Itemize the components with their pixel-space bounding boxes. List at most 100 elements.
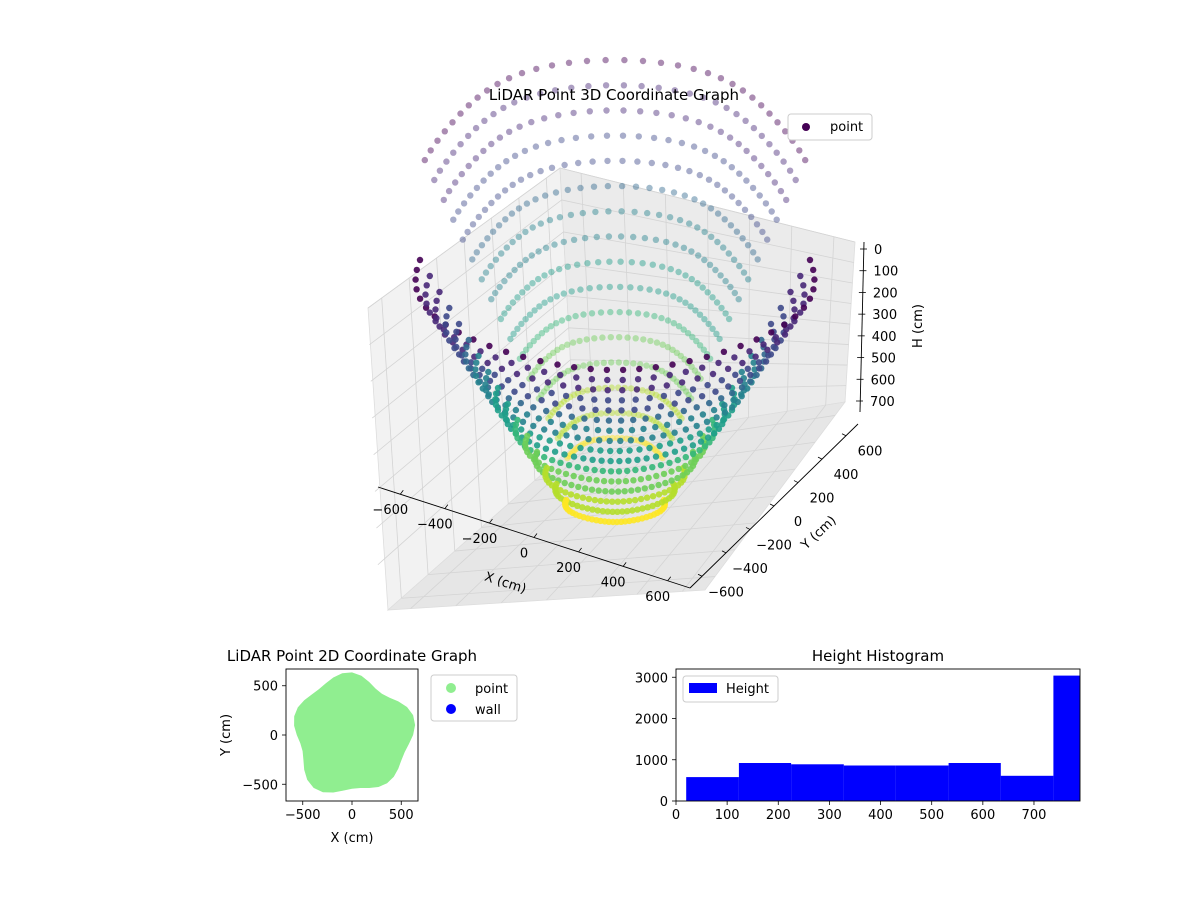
point-3d — [616, 457, 623, 465]
point-3d — [758, 162, 765, 170]
point-3d — [652, 236, 660, 243]
point-3d — [686, 357, 693, 365]
point-3d — [712, 388, 719, 395]
point-3d — [500, 104, 507, 112]
point-3d — [514, 416, 521, 424]
point-3d — [607, 334, 614, 341]
point-3d — [570, 472, 577, 480]
point-3d — [619, 132, 627, 139]
point-3d — [511, 152, 519, 159]
histogram-bar — [895, 765, 949, 801]
point-3d — [510, 330, 517, 337]
point-3d — [431, 176, 438, 184]
point-3d — [557, 371, 564, 379]
point-3d — [457, 141, 464, 148]
point-3d — [773, 149, 780, 156]
point-3d — [523, 94, 530, 101]
point-3d — [575, 384, 582, 391]
point-3d — [643, 494, 651, 501]
point-3d — [554, 346, 561, 353]
point-3d — [632, 335, 639, 342]
tick-label-z-3d: 400 — [872, 330, 897, 345]
point-3d — [609, 508, 616, 515]
point-3d — [531, 307, 538, 314]
point-3d — [533, 65, 540, 73]
point-3d — [643, 455, 650, 462]
point-3d — [723, 104, 730, 112]
point-3d — [446, 304, 453, 312]
point-3d — [701, 443, 709, 450]
point-3d — [724, 365, 732, 372]
point-3d — [780, 158, 787, 165]
point-3d — [552, 400, 559, 407]
point-3d — [646, 184, 653, 192]
point-3d — [602, 488, 609, 495]
point-3d — [665, 136, 672, 144]
point-3d — [473, 184, 481, 192]
point-3d — [524, 393, 532, 400]
point-3d — [609, 498, 616, 505]
point-3d — [665, 400, 673, 408]
tick-x-3d — [489, 518, 493, 524]
point-3d — [676, 418, 683, 426]
point-3d — [657, 462, 665, 469]
point-3d — [597, 447, 604, 454]
point-cloud-2d — [294, 672, 416, 793]
point-3d — [511, 99, 518, 106]
histogram-bar — [791, 764, 844, 801]
point-3d — [585, 436, 592, 443]
point-3d — [579, 494, 587, 501]
point-3d — [643, 362, 650, 369]
point-3d — [475, 352, 482, 360]
point-3d — [797, 309, 804, 316]
point-3d — [623, 359, 630, 366]
point-3d — [562, 470, 570, 478]
point-3d — [541, 115, 548, 122]
point-3d — [416, 295, 424, 302]
point-3d — [600, 359, 607, 366]
point-3d — [509, 238, 516, 246]
point-3d — [707, 123, 714, 130]
point-3d — [603, 366, 611, 374]
point-3d — [443, 158, 450, 165]
point-3d — [617, 233, 625, 240]
point-3d — [766, 110, 773, 117]
point-3d — [687, 434, 694, 441]
point-3d — [614, 498, 621, 505]
point-3d — [480, 147, 487, 155]
point-3d — [634, 486, 642, 493]
point-3d — [682, 368, 689, 375]
point-3d — [806, 295, 814, 302]
point-3d — [507, 335, 514, 343]
point-3d — [721, 216, 728, 223]
point-3d — [657, 403, 665, 410]
point-3d — [547, 296, 554, 303]
point-3d — [689, 442, 697, 449]
point-3d — [718, 304, 725, 312]
point-3d — [464, 228, 471, 236]
point-3d — [744, 242, 752, 249]
point-3d — [644, 504, 651, 511]
point-3d — [742, 117, 749, 125]
point-3d — [607, 468, 615, 475]
point-3d — [553, 293, 560, 300]
grid-line-y — [428, 549, 736, 576]
point-3d — [638, 82, 645, 90]
point-3d — [720, 417, 727, 424]
point-3d — [516, 261, 524, 268]
point-3d — [561, 451, 568, 458]
point-3d — [577, 286, 584, 293]
point-3d — [701, 316, 708, 323]
point-3d — [620, 498, 627, 505]
point-3d — [575, 483, 582, 491]
point-3d — [533, 448, 541, 456]
point-3d — [598, 410, 605, 417]
point-3d — [780, 313, 787, 320]
point-3d — [427, 147, 434, 154]
point-3d — [436, 167, 444, 174]
point-3d — [560, 238, 567, 246]
point-3d — [592, 208, 599, 216]
point-3d — [479, 365, 486, 372]
point-3d — [653, 109, 660, 117]
grid-line-z — [367, 167, 856, 309]
